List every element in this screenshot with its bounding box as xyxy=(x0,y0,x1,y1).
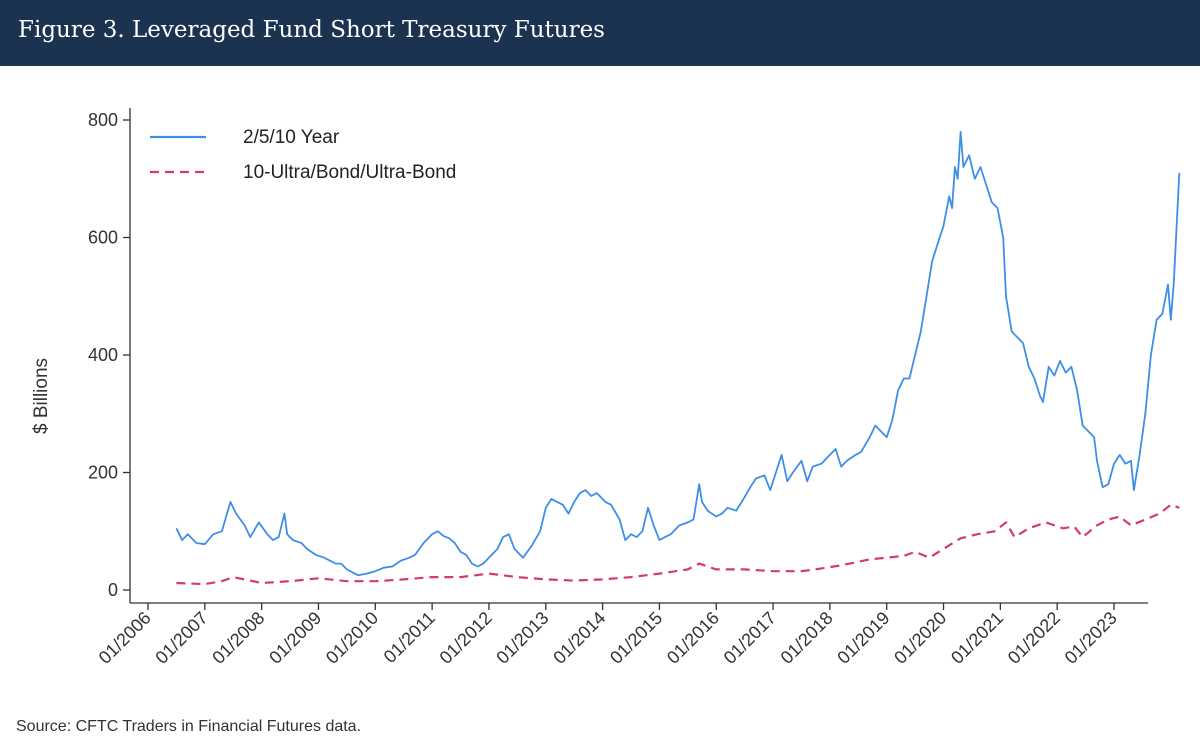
figure-title: Figure 3. Leveraged Fund Short Treasury … xyxy=(18,17,605,43)
y-axis-label: $ Billions xyxy=(31,358,52,434)
x-tick-label: 01/2012 xyxy=(436,608,496,668)
x-tick-label: 01/2023 xyxy=(1061,608,1121,668)
x-tick-label: 01/2011 xyxy=(380,608,439,667)
x-tick-label: 01/2017 xyxy=(720,608,780,668)
x-tick-label: 01/2008 xyxy=(208,608,268,668)
figure-header: Figure 3. Leveraged Fund Short Treasury … xyxy=(0,0,1200,66)
x-tick-label: 01/2007 xyxy=(151,608,211,668)
y-tick-label: 600 xyxy=(88,228,118,248)
figure-source: Source: CFTC Traders in Financial Future… xyxy=(16,718,362,735)
y-tick-label: 400 xyxy=(88,345,118,365)
x-tick-label: 01/2021 xyxy=(947,608,1007,668)
x-tick-label: 01/2019 xyxy=(833,608,893,668)
y-tick-label: 800 xyxy=(88,110,118,130)
x-tick-label: 01/2022 xyxy=(1004,608,1064,668)
x-tick-label: 01/2013 xyxy=(492,608,552,668)
x-tick-label: 01/2014 xyxy=(549,608,609,668)
line-chart: 0 200 400 600 800 01/200601/200701/200801/200… xyxy=(31,108,1181,668)
chart-legend: 2/5/10 Year 10-Ultra/Bond/Ultra-Bond xyxy=(150,127,456,183)
x-tick-label: 01/2015 xyxy=(606,608,666,668)
legend-label: 2/5/10 Year xyxy=(243,127,340,148)
x-tick-label: 01/2006 xyxy=(95,608,155,668)
series-line-10-ultra-bond xyxy=(176,503,1180,586)
series-layer xyxy=(175,130,1181,586)
x-tick-label: 01/2016 xyxy=(663,608,723,668)
x-tick-label: 01/2010 xyxy=(322,608,382,668)
x-tick-label: 01/2020 xyxy=(890,608,950,668)
y-tick-label: 0 xyxy=(108,580,118,600)
x-tick-label: 01/2018 xyxy=(777,608,837,668)
x-tick-label: 01/2009 xyxy=(265,608,325,668)
y-tick-label: 200 xyxy=(88,463,118,483)
legend-label: 10-Ultra/Bond/Ultra-Bond xyxy=(243,162,456,183)
series-line-2-5-10-year xyxy=(175,130,1181,577)
